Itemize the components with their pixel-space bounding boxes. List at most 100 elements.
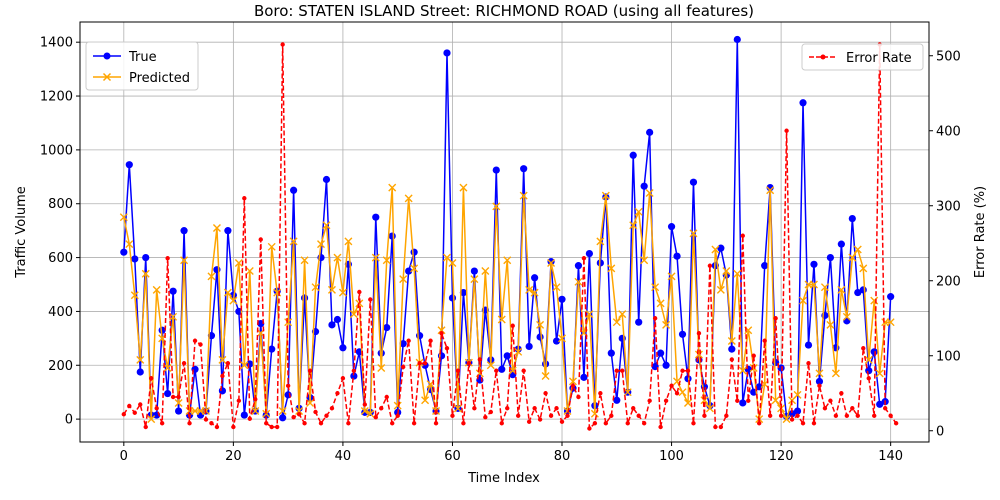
error-rate-point bbox=[176, 394, 181, 400]
predicted-point bbox=[289, 237, 298, 246]
error-rate-point bbox=[882, 406, 888, 411]
predicted-point bbox=[645, 188, 654, 197]
legend-error-marker bbox=[820, 54, 826, 60]
error-rate-point bbox=[313, 409, 318, 415]
predicted-point bbox=[749, 363, 758, 372]
predicted-point bbox=[574, 277, 583, 286]
predicted-point bbox=[229, 296, 238, 305]
x-tick-label: 120 bbox=[769, 449, 794, 464]
error-rate-point bbox=[170, 394, 176, 400]
error-rate-point bbox=[526, 419, 532, 424]
predicted-point bbox=[716, 285, 725, 294]
error-rate-point bbox=[296, 412, 302, 417]
predicted-point bbox=[552, 283, 561, 292]
grid bbox=[80, 22, 929, 442]
error-rate-point bbox=[855, 413, 860, 418]
predicted-point bbox=[837, 285, 846, 294]
true-point bbox=[290, 186, 298, 194]
error-rate-point bbox=[390, 421, 395, 426]
predicted-point bbox=[492, 202, 501, 211]
true-point bbox=[169, 287, 177, 295]
error-rate-point bbox=[220, 373, 225, 379]
true-point bbox=[136, 368, 144, 376]
axes: 0 20 40 60 80 100 120 1400200400600800100012001… bbox=[40, 36, 961, 464]
error-rate-point bbox=[658, 424, 663, 430]
error-rate-point bbox=[242, 196, 247, 201]
error-rate-point bbox=[740, 233, 745, 238]
error-rate-point bbox=[461, 421, 466, 426]
true-point bbox=[372, 213, 380, 221]
predicted-point bbox=[212, 223, 221, 232]
true-point bbox=[350, 372, 358, 380]
legend-right: Error Rate bbox=[801, 43, 924, 71]
true-point bbox=[826, 253, 835, 262]
error-rate-point bbox=[231, 424, 236, 430]
error-rate-point bbox=[472, 406, 477, 411]
predicted-point bbox=[568, 377, 577, 386]
error-rate-point bbox=[620, 368, 625, 373]
true-point bbox=[585, 249, 594, 258]
true-point bbox=[174, 407, 183, 415]
predicted-point bbox=[738, 366, 747, 375]
y-left-tick-label: 800 bbox=[48, 197, 73, 212]
true-point bbox=[843, 317, 851, 325]
error-rate-point bbox=[280, 42, 285, 47]
predicted-point bbox=[722, 267, 731, 276]
true-point bbox=[733, 35, 741, 44]
x-axis-title: Time Index bbox=[467, 471, 540, 486]
x-tick-label: 140 bbox=[878, 449, 903, 464]
predicted-point bbox=[766, 186, 775, 195]
error-rate-point bbox=[844, 413, 850, 418]
y-right-tick-label: 300 bbox=[936, 199, 961, 214]
predicted-point bbox=[399, 275, 408, 284]
error-rate-point bbox=[346, 421, 351, 426]
error-rate-point bbox=[302, 421, 307, 426]
true-point bbox=[498, 365, 506, 373]
error-rate-point bbox=[893, 421, 899, 426]
true-point bbox=[459, 288, 468, 297]
predicted-point bbox=[174, 398, 183, 407]
true-point bbox=[580, 373, 588, 381]
error-rate-point bbox=[767, 413, 773, 418]
predicted-point bbox=[497, 315, 506, 324]
true-point bbox=[810, 260, 818, 268]
true-point bbox=[870, 348, 878, 356]
true-point bbox=[657, 349, 665, 357]
series-layer bbox=[119, 35, 899, 431]
predicted-point bbox=[815, 369, 824, 378]
predicted-point bbox=[733, 269, 742, 278]
error-rate-point bbox=[455, 368, 461, 373]
predicted-point bbox=[886, 318, 895, 327]
predicted-point bbox=[382, 256, 391, 265]
error-rate-point bbox=[236, 398, 242, 403]
true-point bbox=[443, 49, 451, 57]
error-rate-point bbox=[505, 406, 510, 411]
true-point bbox=[531, 274, 539, 282]
predicted-point bbox=[656, 299, 665, 308]
true-point bbox=[793, 407, 802, 415]
error-rate-point bbox=[598, 391, 603, 396]
predicted-point bbox=[525, 285, 534, 294]
predicted-point bbox=[678, 388, 687, 397]
true-point bbox=[739, 399, 747, 407]
y-left-tick-label: 200 bbox=[48, 359, 73, 374]
error-rate-point bbox=[713, 424, 718, 430]
true-point bbox=[405, 267, 413, 275]
predicted-point bbox=[547, 258, 556, 267]
y-axis-right-title: Error Rate (%) bbox=[973, 186, 988, 278]
predicted-point bbox=[486, 361, 495, 370]
error-rate-point bbox=[543, 391, 548, 396]
y-right-tick-label: 200 bbox=[936, 274, 961, 289]
error-rate-point bbox=[335, 391, 340, 396]
predicted-point bbox=[607, 264, 616, 273]
predicted-point bbox=[404, 194, 413, 203]
true-point bbox=[788, 410, 796, 418]
predicted-point bbox=[448, 258, 457, 267]
y-right-tick-label: 100 bbox=[936, 349, 961, 364]
predicted-point bbox=[218, 355, 227, 364]
error-rate-point bbox=[746, 398, 751, 403]
error-rate-point bbox=[603, 421, 609, 426]
error-rate-point bbox=[274, 424, 280, 430]
x-tick-label: 40 bbox=[335, 449, 352, 464]
error-rate-point bbox=[674, 391, 680, 396]
